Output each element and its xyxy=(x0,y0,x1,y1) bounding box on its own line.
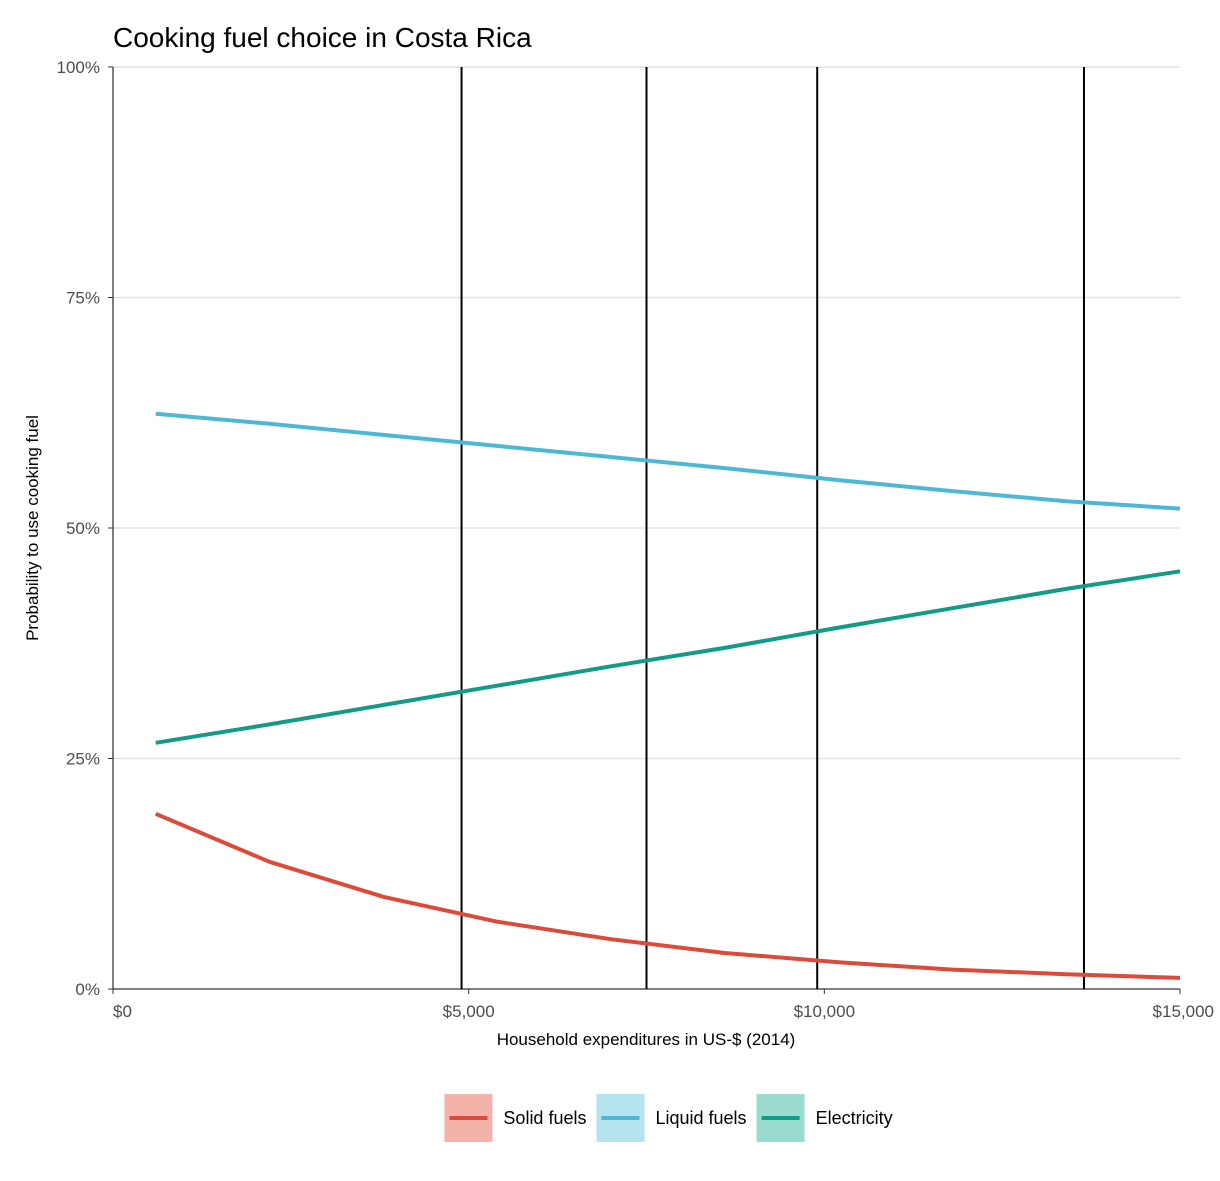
x-axis-ticks: $0 $5,000 $10,000 $15,000 xyxy=(112,989,1214,1021)
y-tick-label: 25% xyxy=(66,750,100,769)
x-axis-label: Household expenditures in US-$ (2014) xyxy=(497,1030,796,1049)
series-line-electricity xyxy=(155,569,1181,745)
y-tick-label: 0% xyxy=(75,980,100,999)
y-axis-label: Probability to use cooking fuel xyxy=(23,415,42,641)
series-line-liquid-fuels xyxy=(155,411,1181,511)
legend: Solid fuels Liquid fuels Electricity xyxy=(444,1094,893,1142)
legend-label-electricity: Electricity xyxy=(816,1108,893,1128)
y-tick-label: 100% xyxy=(57,58,100,77)
y-tick-label: 50% xyxy=(66,519,100,538)
y-tick-label: 75% xyxy=(66,289,100,308)
y-axis-ticks: 0% 25% 50% 75% 100% xyxy=(57,58,113,999)
legend-label-solid-fuels: Solid fuels xyxy=(503,1108,586,1128)
legend-label-liquid-fuels: Liquid fuels xyxy=(655,1108,746,1128)
series-line-solid-fuels xyxy=(154,811,1181,980)
x-tick-label: $5,000 xyxy=(443,1002,495,1021)
x-tick-label: $15,000 xyxy=(1153,1002,1214,1021)
x-tick-label: $0 xyxy=(113,1002,132,1021)
data-series xyxy=(154,411,1181,980)
vertical-reference-lines xyxy=(460,67,1085,989)
x-tick-label: $10,000 xyxy=(794,1002,855,1021)
chart-title: Cooking fuel choice in Costa Rica xyxy=(113,22,532,53)
